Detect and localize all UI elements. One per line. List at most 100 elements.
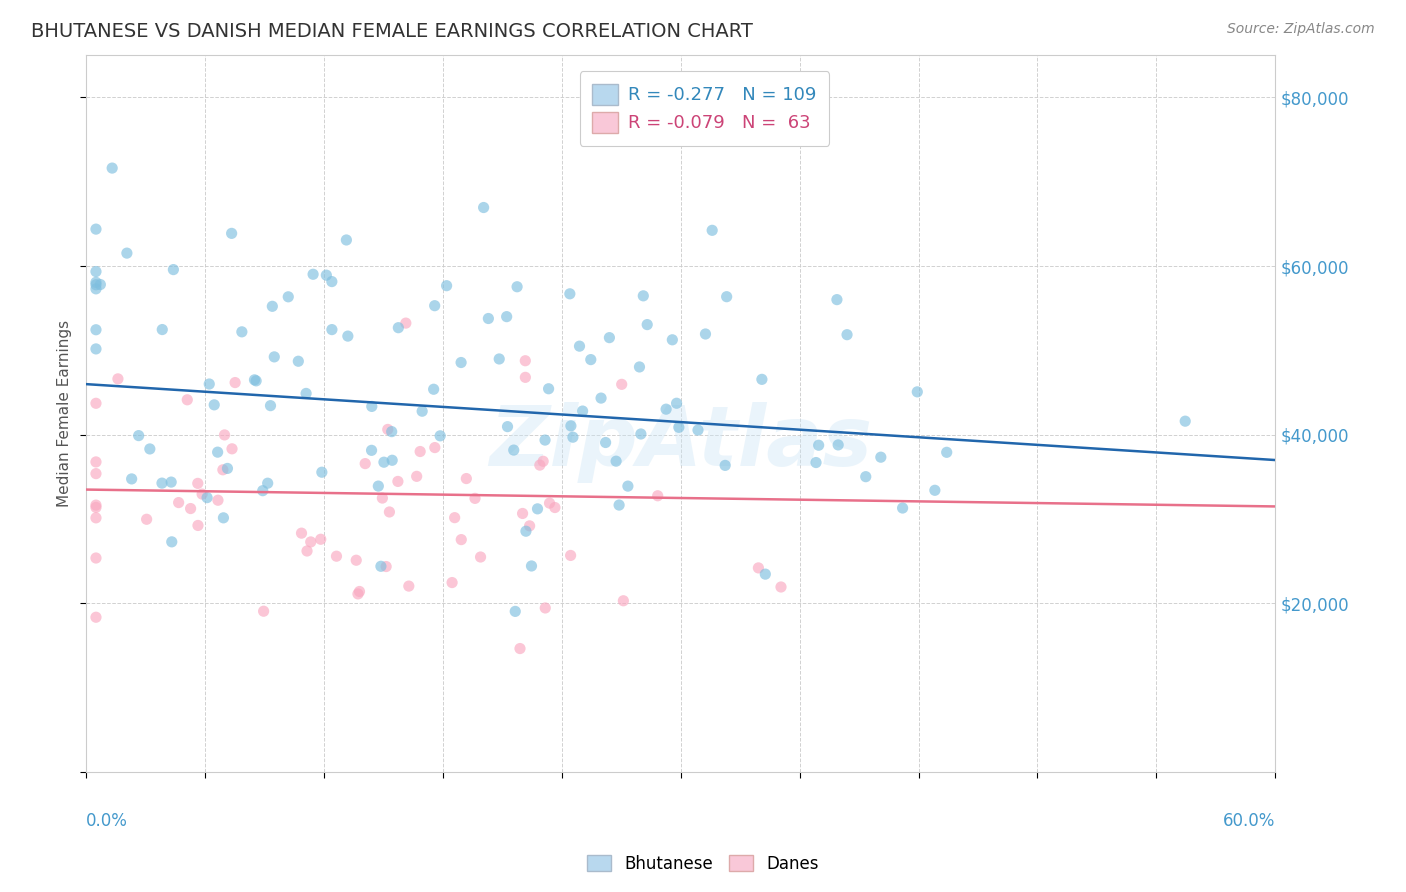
Point (263, 350, 285, 364)
Point (456, 471, 478, 485)
Point (160, 534, 183, 549)
Point (150, 322, 173, 336)
Point (512, 507, 534, 521)
Point (101, 161, 124, 175)
Point (370, 559, 392, 574)
Point (231, 325, 253, 339)
Point (509, 641, 531, 656)
Point (121, 472, 143, 486)
Point (558, 286, 581, 301)
Point (262, 299, 284, 313)
Point (538, 496, 561, 510)
Point (84, 342, 107, 356)
Point (531, 454, 554, 468)
Point (295, 544, 318, 558)
Point (84, 511, 107, 525)
Point (180, 501, 202, 516)
Point (560, 418, 582, 433)
Point (568, 339, 591, 353)
Point (221, 227, 243, 241)
Point (477, 311, 499, 326)
Point (128, 428, 150, 442)
Legend: R = -0.277   N = 109, R = -0.079   N =  63: R = -0.277 N = 109, R = -0.079 N = 63 (579, 71, 830, 145)
Point (855, 469, 877, 483)
Point (607, 498, 630, 512)
Point (534, 601, 557, 615)
Point (668, 420, 690, 434)
Point (84, 500, 107, 515)
Point (252, 604, 274, 618)
Point (371, 491, 394, 505)
Point (825, 293, 848, 307)
Point (869, 450, 891, 465)
Point (470, 549, 492, 564)
Point (423, 299, 446, 313)
Point (804, 456, 827, 470)
Point (335, 233, 357, 247)
Point (195, 491, 218, 505)
Point (610, 377, 633, 392)
Point (423, 441, 446, 455)
Point (150, 476, 173, 491)
Point (807, 438, 830, 452)
Y-axis label: Median Female Earnings: Median Female Earnings (58, 320, 72, 508)
Point (695, 326, 717, 341)
Point (519, 519, 541, 533)
Point (655, 402, 678, 417)
Point (221, 442, 243, 456)
Point (924, 483, 946, 498)
Point (212, 463, 235, 477)
Point (503, 604, 526, 618)
Point (217, 461, 239, 475)
Point (450, 533, 472, 547)
Point (107, 372, 129, 386)
Point (84, 396, 107, 410)
Point (84, 610, 107, 624)
Point (321, 323, 343, 337)
Point (617, 479, 640, 493)
Point (325, 549, 347, 564)
Point (344, 553, 367, 567)
Point (191, 487, 214, 501)
Point (360, 400, 382, 414)
Text: Source: ZipAtlas.com: Source: ZipAtlas.com (1227, 22, 1375, 37)
Point (526, 501, 548, 516)
Point (529, 458, 551, 472)
Point (561, 430, 583, 444)
Point (84, 467, 107, 481)
Point (398, 579, 420, 593)
Point (187, 476, 209, 491)
Point (464, 491, 486, 506)
Point (84, 323, 107, 337)
Point (515, 524, 537, 539)
Point (411, 404, 433, 418)
Point (381, 453, 404, 467)
Point (387, 320, 409, 334)
Point (747, 561, 769, 575)
Point (537, 382, 560, 396)
Point (891, 501, 914, 516)
Legend: Bhutanese, Danes: Bhutanese, Danes (581, 848, 825, 880)
Point (243, 373, 266, 387)
Text: BHUTANESE VS DANISH MEDIAN FEMALE EARNINGS CORRELATION CHART: BHUTANESE VS DANISH MEDIAN FEMALE EARNIN… (31, 22, 752, 41)
Point (360, 443, 382, 458)
Point (378, 505, 401, 519)
Point (495, 310, 517, 324)
Point (84, 498, 107, 512)
Point (1174, 414, 1197, 428)
Point (84, 551, 107, 566)
Point (571, 404, 593, 418)
Point (84, 264, 107, 278)
Point (443, 510, 465, 524)
Text: ZipAtlas: ZipAtlas (489, 401, 872, 483)
Text: 0.0%: 0.0% (86, 812, 128, 830)
Point (252, 483, 274, 498)
Point (502, 443, 524, 458)
Point (347, 587, 370, 601)
Point (336, 329, 359, 343)
Point (488, 351, 510, 366)
Point (405, 469, 427, 483)
Point (441, 575, 464, 590)
Point (302, 267, 325, 281)
Point (716, 290, 738, 304)
